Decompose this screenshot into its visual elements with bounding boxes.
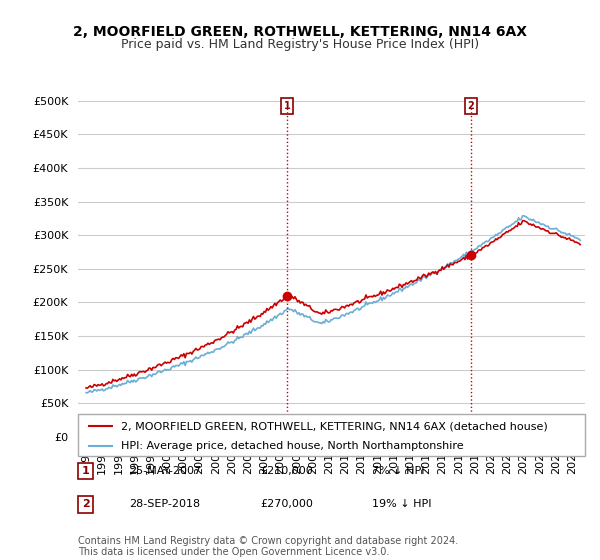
- Text: Contains HM Land Registry data © Crown copyright and database right 2024.
This d: Contains HM Land Registry data © Crown c…: [78, 535, 458, 557]
- Text: 7% ↓ HPI: 7% ↓ HPI: [372, 466, 425, 476]
- Text: 28-SEP-2018: 28-SEP-2018: [128, 500, 200, 510]
- Text: 1: 1: [284, 101, 290, 111]
- Text: £210,000: £210,000: [260, 466, 313, 476]
- Text: 25-MAY-2007: 25-MAY-2007: [128, 466, 201, 476]
- Text: Price paid vs. HM Land Registry's House Price Index (HPI): Price paid vs. HM Land Registry's House …: [121, 38, 479, 50]
- FancyBboxPatch shape: [78, 414, 585, 456]
- Text: £270,000: £270,000: [260, 500, 313, 510]
- Text: 2: 2: [82, 500, 89, 510]
- Text: 19% ↓ HPI: 19% ↓ HPI: [372, 500, 431, 510]
- Text: 2: 2: [467, 101, 474, 111]
- Text: 2, MOORFIELD GREEN, ROTHWELL, KETTERING, NN14 6AX (detached house): 2, MOORFIELD GREEN, ROTHWELL, KETTERING,…: [121, 421, 548, 431]
- Text: HPI: Average price, detached house, North Northamptonshire: HPI: Average price, detached house, Nort…: [121, 441, 464, 451]
- Text: 2, MOORFIELD GREEN, ROTHWELL, KETTERING, NN14 6AX: 2, MOORFIELD GREEN, ROTHWELL, KETTERING,…: [73, 25, 527, 39]
- Text: 1: 1: [82, 466, 89, 476]
